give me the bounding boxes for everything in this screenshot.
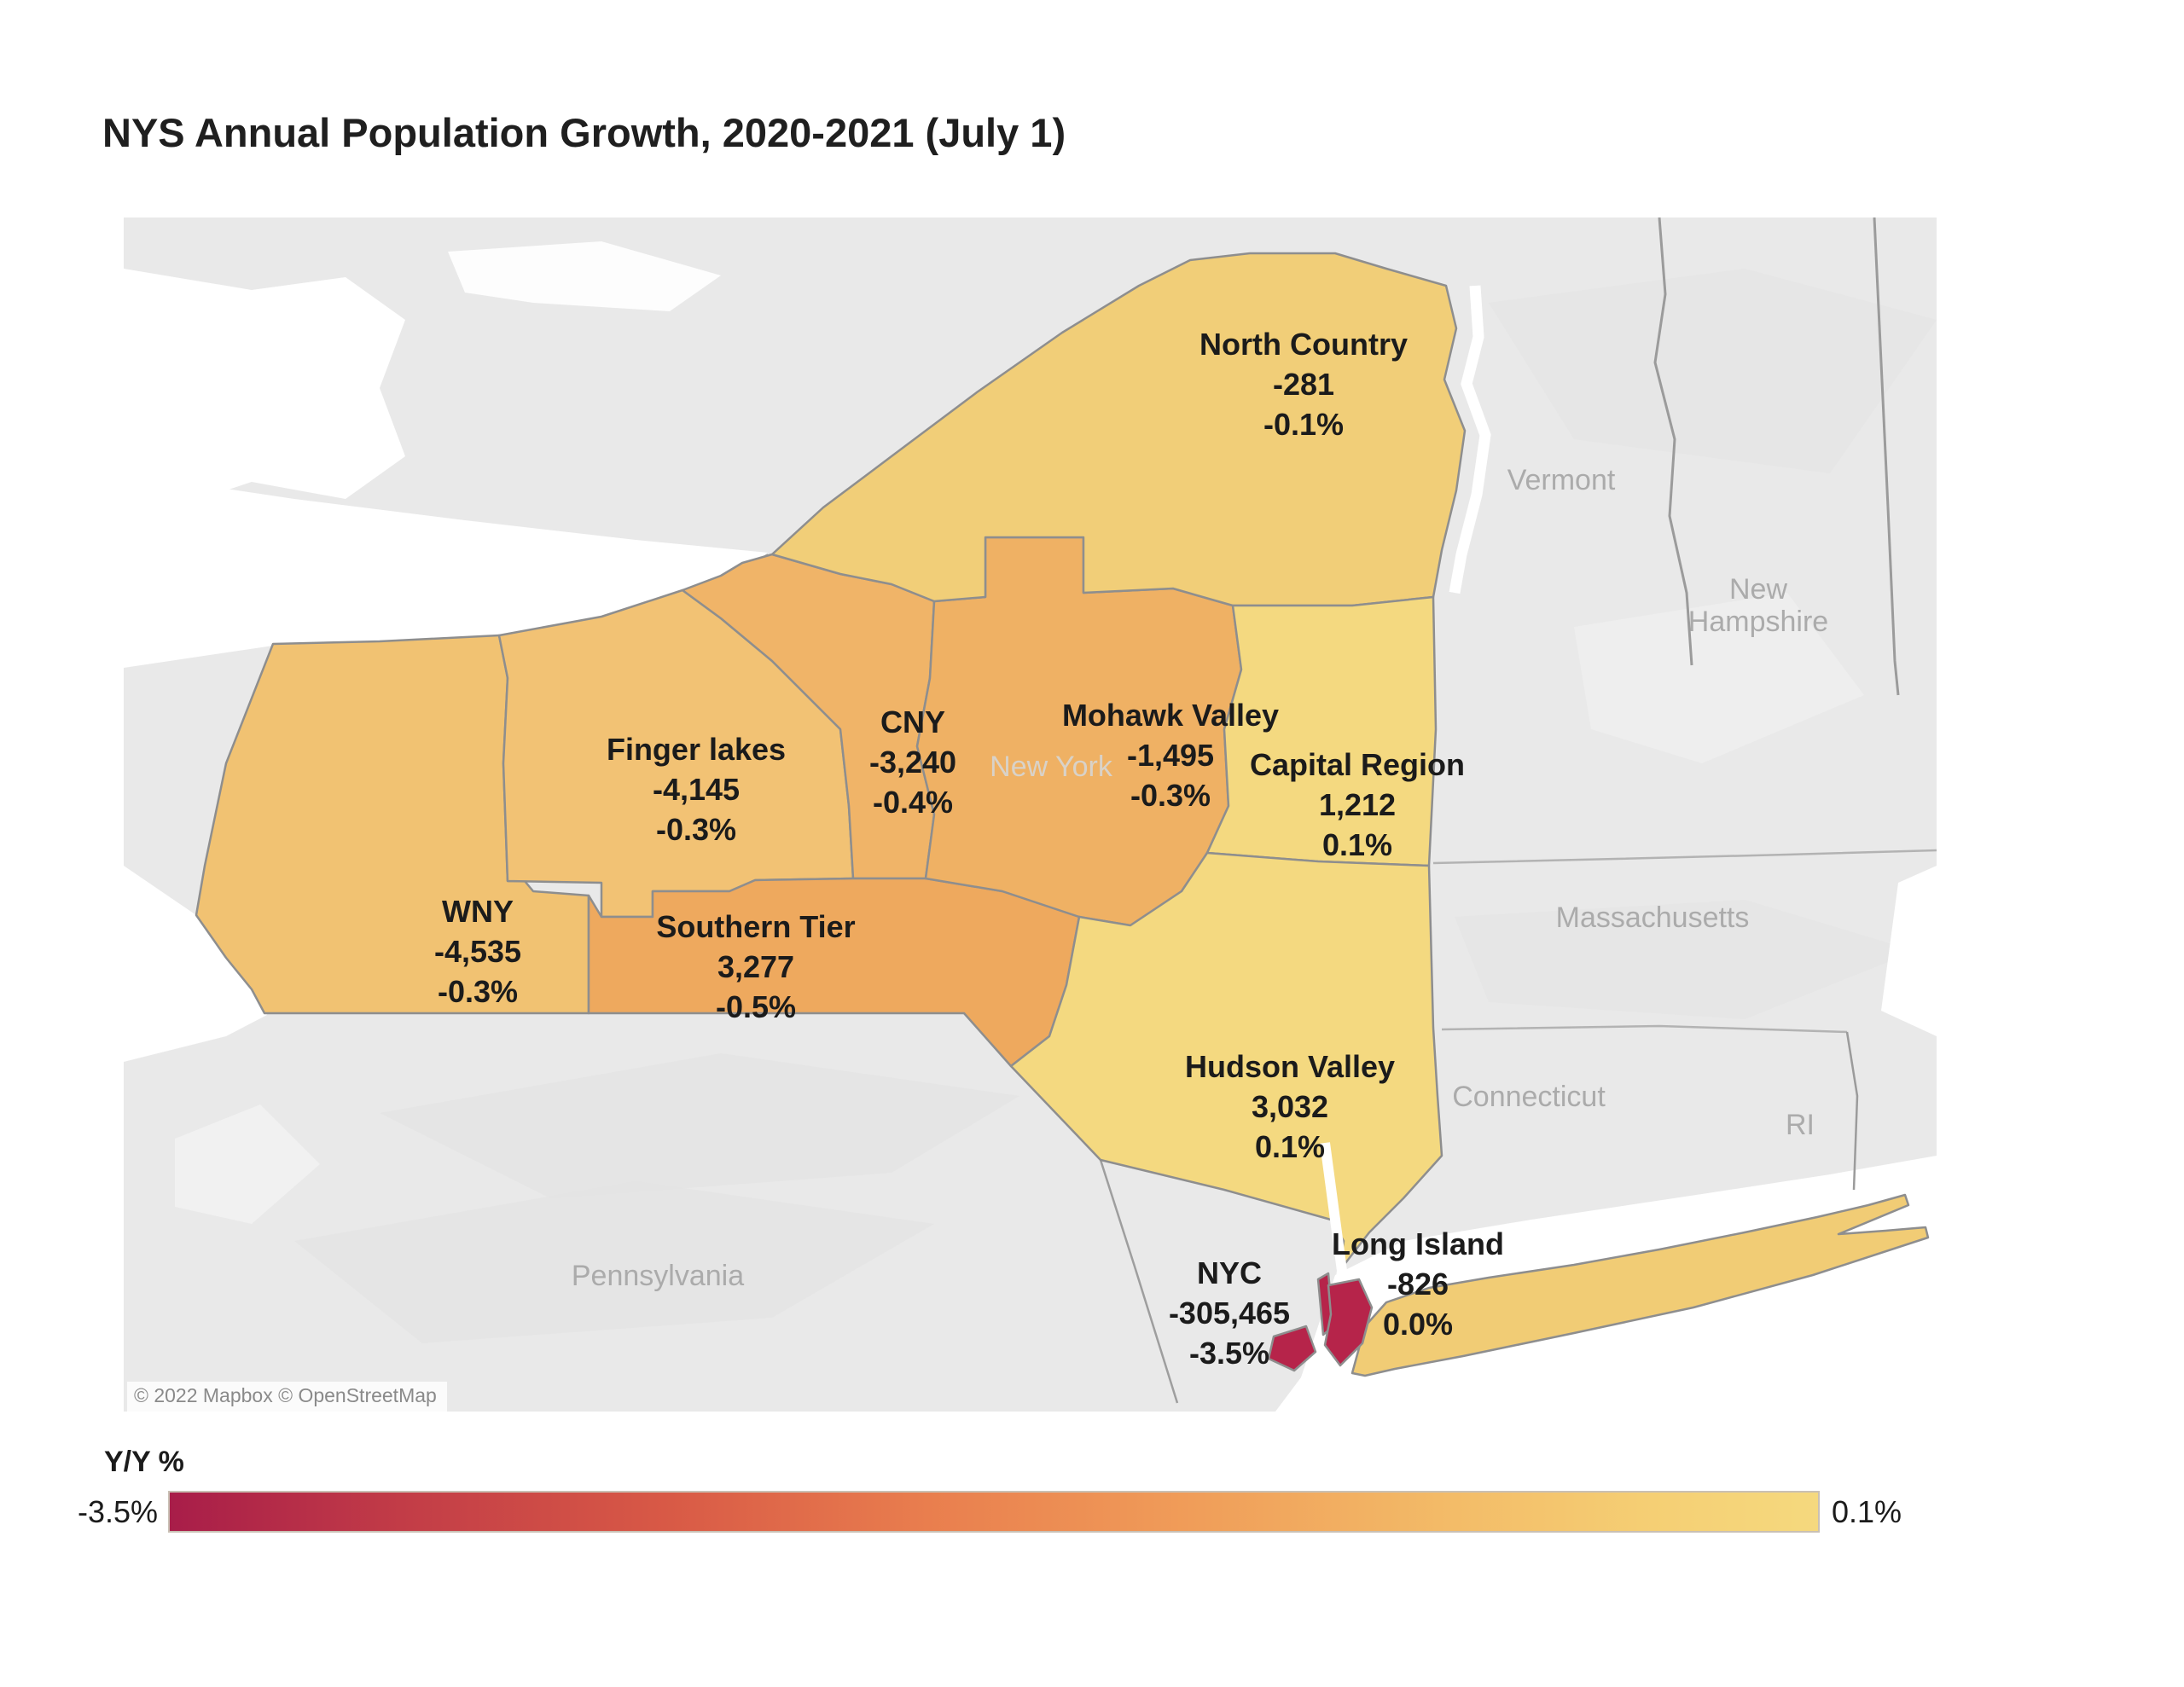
map-svg	[124, 217, 1937, 1412]
border-ma-north	[1432, 849, 1937, 865]
water-lake-erie	[124, 866, 267, 1062]
border-ma-ct	[1441, 1024, 1848, 1034]
border-vt-nh	[1653, 217, 1693, 666]
region-shape-nyc-staten-island[interactable]	[1267, 1325, 1317, 1372]
water-cape	[1881, 866, 1937, 1036]
legend-gradient-bar[interactable]	[168, 1491, 1820, 1533]
border-nj-pa	[1099, 1159, 1179, 1404]
water-canada-lakes-2	[448, 241, 721, 311]
regions-layer	[195, 252, 1467, 1272]
border-nh-me	[1873, 217, 1900, 696]
regions-coastal-layer	[1267, 1193, 1930, 1377]
region-shape-long-island[interactable]	[1350, 1193, 1930, 1377]
legend-title: Y/Y %	[104, 1446, 184, 1478]
basemap-texture	[175, 269, 1937, 1343]
choropleth-map[interactable]: North Country -281 -0.1% Finger lakes -4,145…	[124, 217, 1937, 1412]
region-shape-north-country[interactable]	[770, 252, 1467, 607]
water-lake-champlain	[1449, 285, 1491, 594]
legend-max-label: 0.1%	[1832, 1494, 1902, 1529]
page-title: NYS Annual Population Growth, 2020-2021 …	[102, 110, 1066, 155]
map-attribution[interactable]: © 2022 Mapbox © OpenStreetMap	[127, 1382, 447, 1412]
border-ri	[1845, 1031, 1859, 1191]
water-canada-lakes	[124, 269, 405, 507]
region-shape-capital-region[interactable]	[1205, 595, 1438, 867]
legend-min-label: -3.5%	[77, 1494, 158, 1529]
water-lake-ontario	[124, 473, 768, 668]
region-shape-nyc-boroughs[interactable]	[1323, 1278, 1374, 1367]
